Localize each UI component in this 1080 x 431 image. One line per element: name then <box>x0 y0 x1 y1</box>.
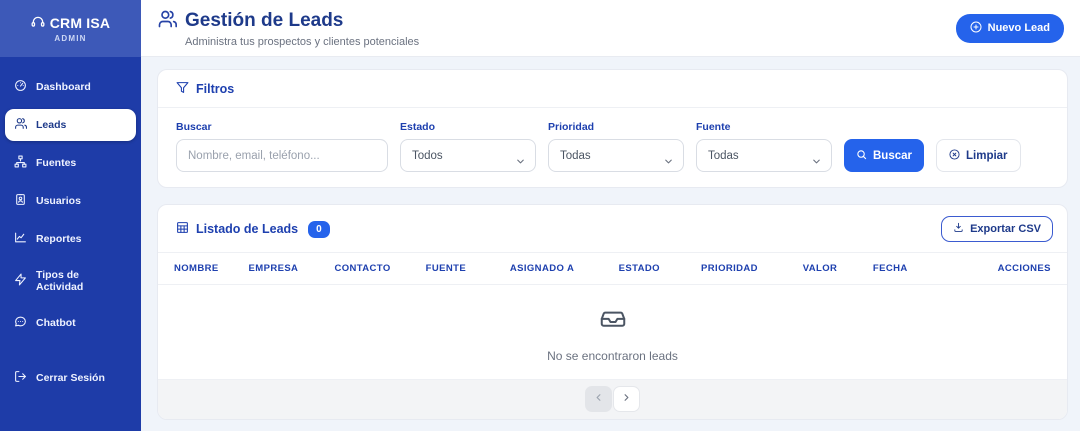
sidebar-item-reportes[interactable]: Reportes <box>5 223 136 255</box>
inbox-icon <box>598 302 628 337</box>
sidebar-item-label: Fuentes <box>36 157 77 169</box>
gauge-icon <box>14 79 27 95</box>
sidebar-item-usuarios[interactable]: Usuarios <box>5 185 136 217</box>
fuente-field-group: Fuente Todas <box>696 121 832 172</box>
new-lead-button[interactable]: Nuevo Lead <box>955 13 1064 43</box>
clear-button[interactable]: Limpiar <box>936 139 1021 172</box>
empty-message: No se encontraron leads <box>547 349 678 363</box>
search-field-group: Buscar <box>176 121 388 172</box>
column-header-prioridad: PRIORIDAD <box>701 263 758 274</box>
sidebar-item-dashboard[interactable]: Dashboard <box>5 71 136 103</box>
prioridad-label: Prioridad <box>548 121 595 133</box>
logout-icon <box>14 370 27 386</box>
fuente-label: Fuente <box>696 121 731 133</box>
chart-line-icon <box>14 231 27 247</box>
estado-select-value: Todos <box>412 149 443 162</box>
users-group-icon <box>157 9 177 34</box>
fuente-select[interactable]: Todas <box>696 139 832 172</box>
column-header-valor: VALOR <box>802 263 838 274</box>
search-icon <box>856 149 867 163</box>
logo-icon <box>31 15 45 32</box>
bolt-icon <box>14 273 27 289</box>
prioridad-select[interactable]: Todas <box>548 139 684 172</box>
x-circle-icon <box>949 148 960 163</box>
sidebar-header: CRM ISA ADMIN <box>0 0 141 57</box>
filters-card: Filtros Buscar Estado Todos Prioridad <box>157 69 1068 188</box>
column-header-fecha: FECHA <box>872 263 908 274</box>
id-badge-icon <box>14 193 27 209</box>
plus-circle-icon <box>970 21 982 36</box>
sidebar-item-label: Chatbot <box>36 317 76 329</box>
sidebar-item-label: Reportes <box>36 233 82 245</box>
topbar: Gestión de Leads Administra tus prospect… <box>141 0 1080 57</box>
sidebar-item-chatbot[interactable]: Chatbot <box>5 307 136 339</box>
prioridad-field-group: Prioridad Todas <box>548 121 684 172</box>
column-header-nombre: NOMBRE <box>174 263 219 274</box>
leads-list-title: Listado de Leads <box>196 222 299 236</box>
sidebar-item-label: Tipos de Actividad <box>36 269 84 293</box>
filters-body: Buscar Estado Todos Prioridad Todas <box>158 108 1067 187</box>
pagination-prev-button[interactable] <box>585 386 612 412</box>
sidebar-item-label: Cerrar Sesión <box>36 372 105 384</box>
user-role: ADMIN <box>54 33 87 43</box>
pagination <box>158 380 1067 419</box>
empty-state: No se encontraron leads <box>158 285 1067 380</box>
sidebar-item-leads[interactable]: Leads <box>5 109 136 141</box>
estado-label: Estado <box>400 121 436 133</box>
chat-bubble-icon <box>14 315 27 331</box>
leads-count-badge: 0 <box>308 220 330 238</box>
pagination-next-button[interactable] <box>613 386 640 412</box>
fuente-select-value: Todas <box>708 149 739 162</box>
column-header-acciones: ACCIONES <box>997 263 1051 274</box>
sidebar-item-tipos-actividad[interactable]: Tipos de Actividad <box>5 261 136 301</box>
sidebar-item-logout[interactable]: Cerrar Sesión <box>5 362 136 394</box>
column-header-fuente: FUENTE <box>425 263 467 274</box>
sidebar-item-fuentes[interactable]: Fuentes <box>5 147 136 179</box>
sidebar-item-label: Dashboard <box>36 81 91 93</box>
download-icon <box>953 222 964 236</box>
filters-card-header: Filtros <box>158 70 1067 108</box>
page-subtitle: Administra tus prospectos y clientes pot… <box>185 35 420 48</box>
column-header-asignado-a: ASIGNADO A <box>509 263 575 274</box>
column-header-estado: ESTADO <box>618 263 660 274</box>
sidebar-item-label: Usuarios <box>36 195 81 207</box>
sidebar-nav: Dashboard Leads Fuentes Usuarios Reporte… <box>0 57 141 431</box>
page-title: Gestión de Leads <box>185 10 344 31</box>
main-area: Gestión de Leads Administra tus prospect… <box>141 0 1080 431</box>
content: Filtros Buscar Estado Todos Prioridad <box>141 57 1080 420</box>
table-header-row: NOMBRE EMPRESA CONTACTO FUENTE ASIGNADO … <box>158 253 1067 285</box>
filters-title: Filtros <box>196 82 235 96</box>
users-icon <box>14 117 27 133</box>
search-input[interactable] <box>176 139 388 172</box>
chevron-left-icon <box>593 390 604 408</box>
estado-select[interactable]: Todos <box>400 139 536 172</box>
sitemap-icon <box>14 155 27 171</box>
leads-card-header: Listado de Leads 0 Exportar CSV <box>158 205 1067 253</box>
column-header-empresa: EMPRESA <box>248 263 299 274</box>
sidebar-item-label: Leads <box>36 119 67 131</box>
sidebar: CRM ISA ADMIN Dashboard Leads Fuentes Us… <box>0 0 141 431</box>
chevron-right-icon <box>621 390 632 408</box>
search-label: Buscar <box>176 121 212 133</box>
funnel-icon <box>176 81 189 97</box>
export-csv-button[interactable]: Exportar CSV <box>941 216 1053 242</box>
app-title: CRM ISA <box>49 15 111 31</box>
prioridad-select-value: Todas <box>560 149 591 162</box>
table-grid-icon <box>176 221 189 237</box>
column-header-contacto: CONTACTO <box>334 263 391 274</box>
estado-field-group: Estado Todos <box>400 121 536 172</box>
search-button[interactable]: Buscar <box>844 139 924 172</box>
leads-list-card: Listado de Leads 0 Exportar CSV NOMBRE E… <box>157 204 1068 420</box>
